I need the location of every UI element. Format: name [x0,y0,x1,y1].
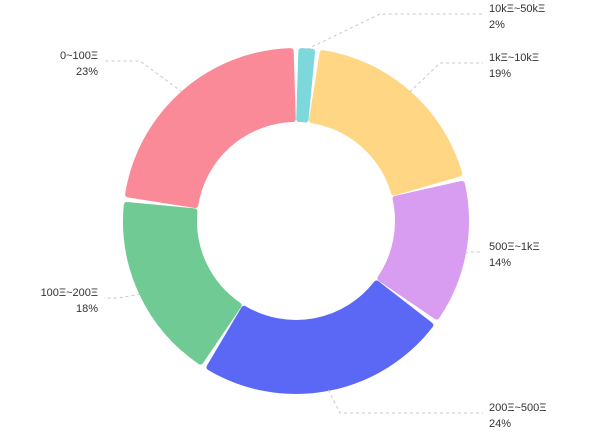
slice-labels: 10kΞ~50kΞ 2% 1kΞ~10kΞ 19% 500Ξ~1kΞ 14% 200Ξ~50… [41,3,547,430]
slice-percent-2: 19% [489,68,511,80]
slice-percent-6: 23% [76,66,98,78]
slice-5[interactable] [123,202,242,365]
slice-percent-1: 2% [489,19,505,31]
slice-6[interactable] [125,48,296,209]
donut-slices [123,48,469,394]
slice-label-6: 0~100Ξ [60,50,98,62]
slice-4[interactable] [206,280,434,394]
slice-percent-4: 24% [489,418,511,430]
slice-2[interactable] [308,50,463,196]
slice-label-5: 100Ξ~200Ξ [41,287,98,299]
leader-line-1 [306,13,483,50]
slice-label-3: 500Ξ~1kΞ [489,241,540,253]
slice-percent-3: 14% [489,257,511,269]
leader-line-2 [409,62,483,93]
leader-line-4 [327,389,483,414]
slice-3[interactable] [377,180,469,320]
slice-percent-5: 18% [76,303,98,315]
leader-line-5 [104,293,141,299]
slice-label-4: 200Ξ~500Ξ [489,402,546,414]
slice-label-2: 1kΞ~10kΞ [489,52,539,64]
leader-line-3 [464,251,483,254]
leader-line-6 [104,60,183,93]
leader-lines [104,13,483,414]
slice-label-1: 10kΞ~50kΞ [489,3,545,15]
slice-1[interactable] [296,48,315,123]
